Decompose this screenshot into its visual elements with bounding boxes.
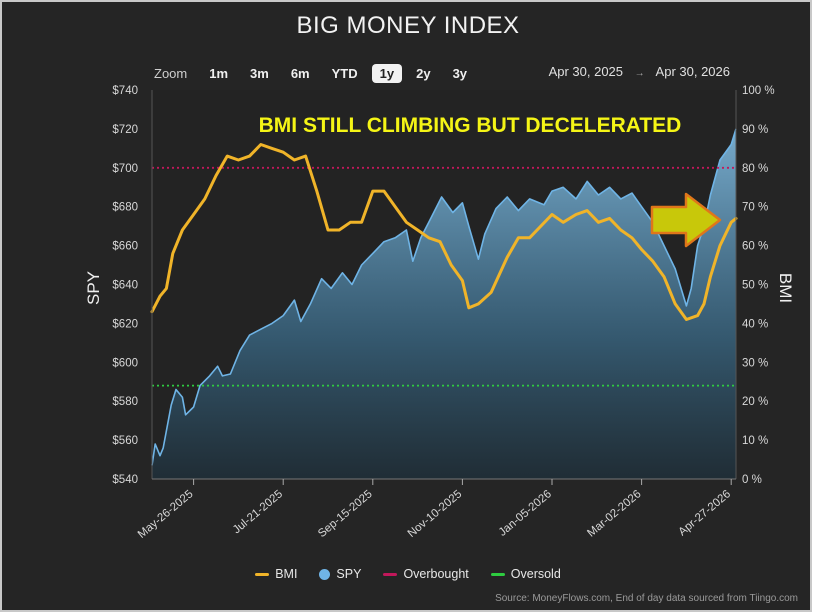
chart-legend: BMI SPY Overbought Oversold	[2, 567, 814, 581]
y-left-tick-label: $660	[112, 241, 138, 253]
date-from-input[interactable]: Apr 30, 2025	[548, 64, 624, 79]
y-right-tick-label: 40 %	[742, 318, 768, 330]
legend-swatch	[383, 572, 398, 576]
legend-swatch	[490, 572, 505, 576]
y-left-axis-title: SPY	[84, 271, 103, 305]
legend-label: BMI	[275, 567, 298, 581]
y-right-tick-label: 50 %	[742, 280, 768, 292]
y-right-tick-label: 10 %	[742, 435, 768, 447]
legend-label: Overbought	[403, 567, 469, 581]
x-tick-label: Apr-27-2026	[676, 488, 733, 538]
y-right-tick-label: 0 %	[742, 474, 762, 486]
y-left-tick-label: $560	[112, 435, 138, 447]
zoom-3m-button[interactable]: 3m	[250, 66, 269, 81]
y-right-tick-label: 90 %	[742, 124, 768, 136]
page-title: BIG MONEY INDEX	[296, 12, 520, 39]
y-left-tick-label: $540	[112, 474, 138, 486]
x-tick-label: Jan-05-2026	[497, 488, 554, 539]
legend-label: SPY	[336, 567, 362, 581]
x-tick-label: Sep-15-2025	[316, 488, 375, 540]
legend-swatch	[319, 568, 331, 580]
x-tick-label: Nov-10-2025	[406, 488, 465, 540]
y-left-tick-label: $720	[112, 124, 138, 136]
x-tick-label: May-26-2025	[136, 488, 196, 541]
zoom-3y-button[interactable]: 3y	[452, 66, 468, 81]
legend-item-overbought[interactable]: Overbought	[383, 567, 469, 581]
legend-item-spy[interactable]: SPY	[319, 567, 361, 581]
x-tick-label: Jul-21-2025	[231, 488, 285, 536]
y-right-tick-label: 30 %	[742, 357, 768, 369]
spy-series-line	[151, 128, 737, 466]
zoom-1m-button[interactable]: 1m	[209, 66, 229, 81]
zoom-1y-button[interactable]: 1y	[371, 64, 403, 83]
date-range: Apr 30, 2025 → Apr 30, 2026	[549, 64, 730, 79]
legend-swatch	[255, 572, 270, 576]
y-right-tick-label: 80 %	[742, 163, 768, 175]
annotation-text: BMI STILL CLIMBING BUT DECELERATED	[259, 114, 682, 137]
spy-area	[152, 128, 736, 479]
arrow-right-icon: →	[634, 68, 645, 79]
date-to-input[interactable]: Apr 30, 2026	[655, 64, 730, 79]
arrow-right-icon	[650, 192, 722, 248]
bmi-series-line	[150, 143, 738, 321]
y-left-tick-label: $700	[112, 163, 138, 175]
y-left-tick-label: $620	[112, 318, 138, 330]
source-note: Source: MoneyFlows.com, End of day data …	[495, 593, 798, 604]
zoom-2y-button[interactable]: 2y	[416, 66, 431, 81]
y-left-tick-label: $580	[112, 396, 138, 408]
y-left-tick-label: $740	[112, 85, 138, 97]
y-right-axis-title: BMI	[776, 273, 795, 303]
zoom-controls: Zoom 1m 3m 6m YTD 1y 2y 3y	[154, 64, 481, 83]
legend-label: Oversold	[510, 567, 561, 581]
y-right-tick-label: 100 %	[742, 85, 775, 97]
zoom-label: Zoom	[154, 66, 188, 81]
y-left-tick-label: $600	[112, 357, 138, 369]
legend-item-bmi[interactable]: BMI	[255, 567, 297, 581]
x-tick-label: Mar-02-2026	[585, 488, 643, 540]
legend-item-oversold[interactable]: Oversold	[490, 567, 561, 581]
zoom-6m-button[interactable]: 6m	[290, 66, 310, 81]
y-right-tick-label: 70 %	[742, 202, 768, 214]
y-left-tick-label: $640	[112, 280, 138, 292]
y-right-tick-label: 20 %	[742, 396, 768, 408]
y-left-tick-label: $680	[112, 202, 138, 214]
zoom-ytd-button[interactable]: YTD	[331, 66, 358, 81]
y-right-tick-label: 60 %	[742, 241, 768, 253]
